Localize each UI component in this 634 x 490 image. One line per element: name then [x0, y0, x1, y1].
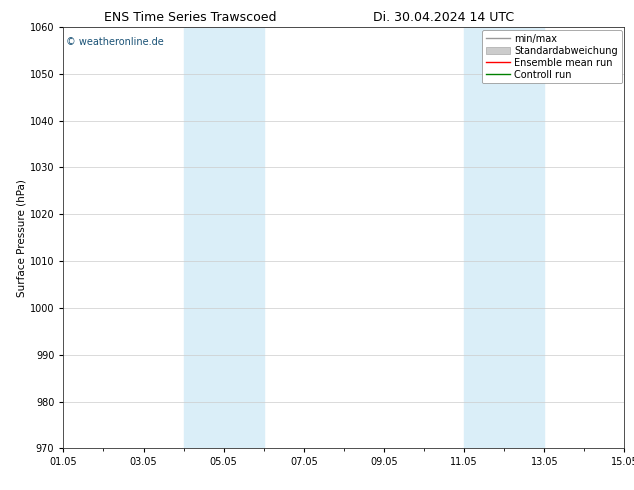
- Bar: [184, 27, 224, 448]
- Bar: [464, 27, 504, 448]
- Bar: [220, 27, 264, 448]
- Text: ENS Time Series Trawscoed: ENS Time Series Trawscoed: [104, 11, 276, 24]
- Text: © weatheronline.de: © weatheronline.de: [66, 38, 164, 48]
- Text: Di. 30.04.2024 14 UTC: Di. 30.04.2024 14 UTC: [373, 11, 514, 24]
- Legend: min/max, Standardabweichung, Ensemble mean run, Controll run: min/max, Standardabweichung, Ensemble me…: [482, 30, 621, 83]
- Y-axis label: Surface Pressure (hPa): Surface Pressure (hPa): [17, 179, 27, 296]
- Bar: [500, 27, 545, 448]
